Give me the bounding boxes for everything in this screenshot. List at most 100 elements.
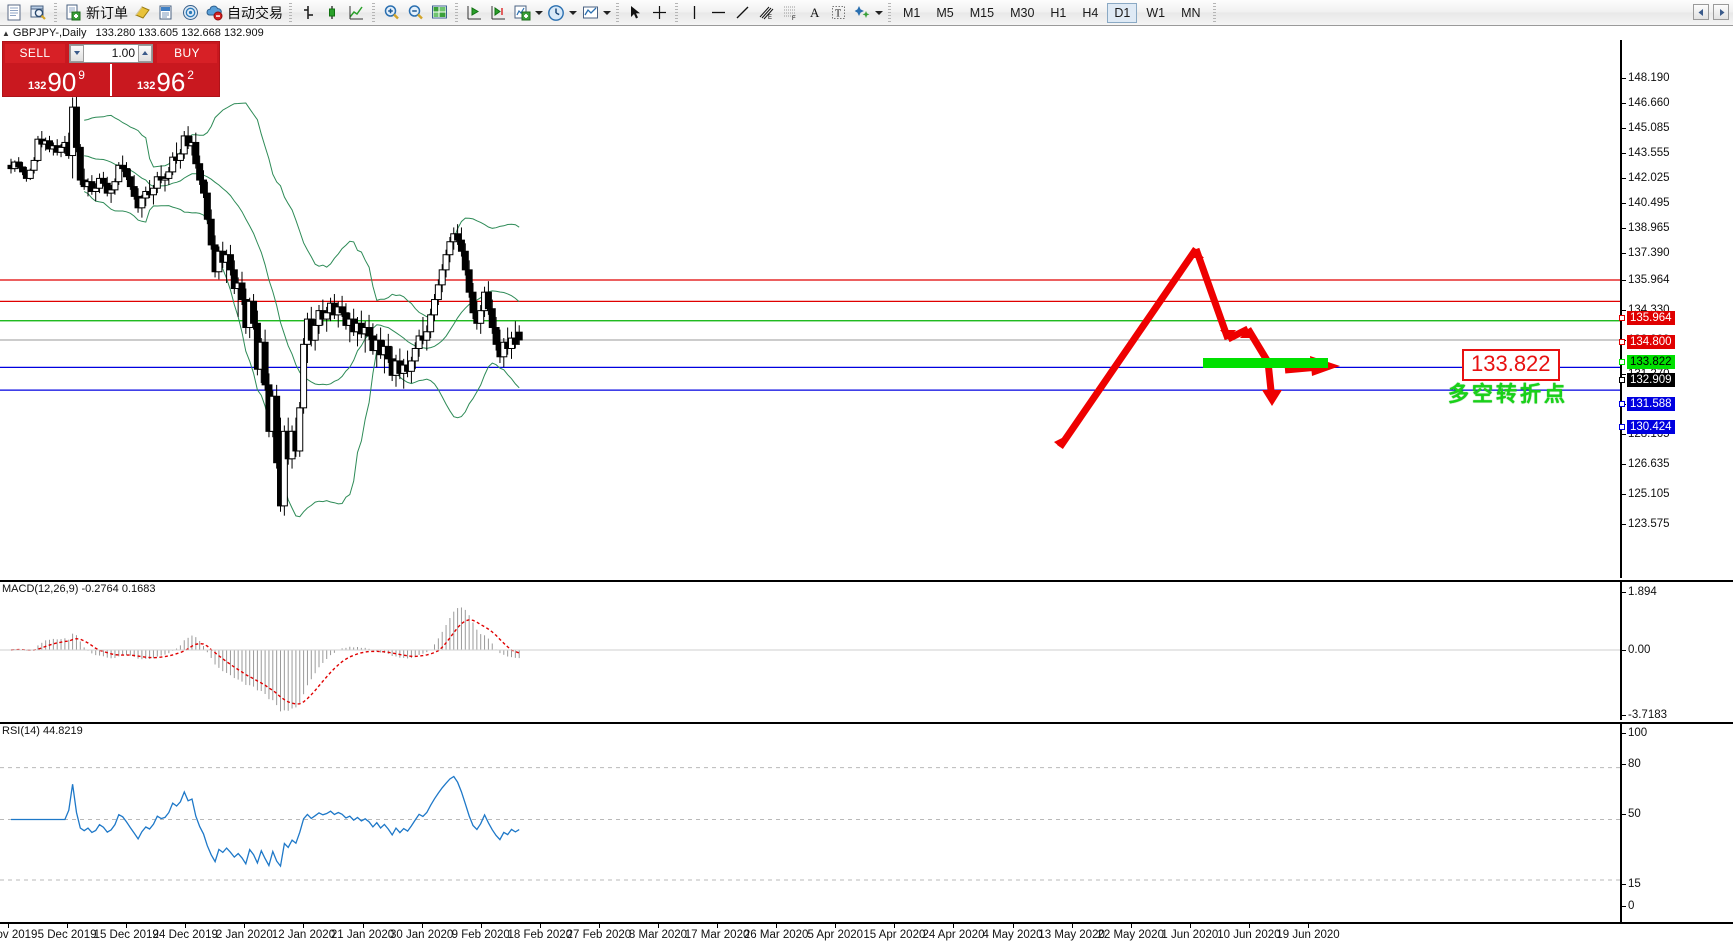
candlestick	[280, 425, 288, 516]
timeframe-mn[interactable]: MN	[1181, 5, 1201, 20]
price-level-badge[interactable]: 134.800	[1627, 335, 1675, 349]
experts-icon[interactable]	[131, 2, 153, 24]
macd-axis[interactable]: 1.894 0.00 -3.7183	[1620, 582, 1733, 721]
timeframe-d1[interactable]: D1	[1107, 2, 1138, 23]
market-watch-icon[interactable]	[27, 2, 49, 24]
candlestick	[431, 294, 438, 322]
macd-plot-area[interactable]	[0, 582, 1620, 720]
candlestick	[46, 135, 53, 153]
line-chart-icon[interactable]	[345, 2, 367, 24]
candlestick-chart-icon[interactable]	[321, 2, 343, 24]
trade-prices-row: 132 90 9 132 96 2	[3, 64, 219, 96]
volume-decrement-button[interactable]	[70, 44, 84, 62]
text-label-icon[interactable]: T	[827, 2, 849, 24]
candlestick	[130, 175, 138, 200]
timeframe-h4[interactable]: H4	[1082, 5, 1099, 20]
price-level-badge[interactable]: 131.588	[1627, 397, 1675, 411]
data-window-icon[interactable]	[155, 2, 177, 24]
volume-input[interactable]: 1.00	[69, 43, 153, 63]
main-toolbar: 新订单 自动交易	[0, 0, 1733, 26]
buy-price-big: 96	[156, 67, 186, 97]
price-level-handle[interactable]	[1619, 339, 1625, 345]
rsi-axis[interactable]: 100 80 50 15 0	[1620, 724, 1733, 922]
sell-price[interactable]: 132 90 9	[3, 64, 110, 96]
timeframe-h1[interactable]: H1	[1050, 5, 1067, 20]
fibonacci-icon[interactable]: F	[779, 2, 801, 24]
price-level-handle[interactable]	[1619, 315, 1625, 321]
volume-value[interactable]: 1.00	[111, 46, 135, 60]
candlestick	[92, 183, 100, 202]
buy-price[interactable]: 132 96 2	[110, 64, 219, 96]
rsi-line	[11, 775, 520, 868]
toolbar-separator	[888, 2, 891, 23]
chevron-down-icon[interactable]	[602, 2, 612, 24]
vertical-line-icon[interactable]	[683, 2, 705, 24]
price-level-badge[interactable]: 135.964	[1627, 311, 1675, 325]
price-level-handle[interactable]	[1619, 359, 1625, 365]
price-level-badge[interactable]: 130.424	[1627, 420, 1675, 434]
time-tick-mark	[480, 924, 482, 928]
templates-icon[interactable]	[579, 2, 601, 24]
sell-button[interactable]: SELL	[5, 43, 65, 63]
price-level-badge[interactable]: 132.909	[1627, 373, 1675, 387]
price-level-handle[interactable]	[1619, 424, 1625, 430]
macd-tick-mark	[1622, 592, 1626, 593]
buy-button[interactable]: BUY	[157, 43, 217, 63]
auto-scroll-icon[interactable]	[463, 2, 485, 24]
shapes-icon[interactable]	[851, 2, 873, 24]
tile-windows-icon[interactable]	[428, 2, 450, 24]
candlestick	[250, 294, 258, 330]
horizontal-line-icon[interactable]	[707, 2, 729, 24]
timeframe-w1[interactable]: W1	[1146, 5, 1166, 20]
one-click-trading-panel: SELL 1.00 BUY 132 90 9 132 96 2	[2, 41, 220, 97]
timeframe-m1[interactable]: M1	[903, 5, 921, 20]
autotrading-label[interactable]: 自动交易	[227, 4, 283, 21]
chevron-down-icon[interactable]	[874, 2, 884, 24]
new-order-icon[interactable]	[62, 2, 84, 24]
price-tick: 135.964	[1628, 274, 1670, 286]
symbol-label: GBPJPY-,Daily	[12, 27, 87, 39]
collapse-triangle-icon[interactable]: ▲	[2, 28, 10, 38]
zoom-out-icon[interactable]	[404, 2, 426, 24]
candlestick	[454, 224, 462, 245]
timeframe-m15[interactable]: M15	[969, 5, 995, 20]
cursor-icon[interactable]	[624, 2, 646, 24]
indicators-icon[interactable]	[511, 2, 533, 24]
equidistant-channel-icon[interactable]: E	[755, 2, 777, 24]
crosshair-icon[interactable]	[648, 2, 670, 24]
time-tick-label: 5 Dec 2019	[37, 929, 97, 941]
price-level-handle[interactable]	[1619, 401, 1625, 407]
rsi-tick: 15	[1628, 878, 1641, 890]
price-axis[interactable]: 148.190 146.660 145.085 143.555 142.025 140.4…	[1619, 40, 1733, 578]
candlestick	[457, 227, 465, 257]
time-tick-label: 4 May 2020	[982, 929, 1043, 941]
price-level-handle[interactable]	[1619, 377, 1625, 383]
new-chart-icon[interactable]	[3, 2, 25, 24]
candlestick	[72, 94, 80, 153]
candlestick	[511, 321, 519, 349]
text-icon[interactable]: A	[803, 2, 825, 24]
chevron-down-icon[interactable]	[568, 2, 578, 24]
time-tick-mark	[1189, 924, 1191, 928]
price-level-badge[interactable]: 133.822	[1627, 355, 1675, 369]
scroll-right-button[interactable]	[1713, 4, 1729, 20]
new-order-label[interactable]: 新订单	[86, 4, 128, 21]
price-plot-area[interactable]	[0, 40, 1620, 578]
chevron-down-icon[interactable]	[534, 2, 544, 24]
trendline-icon[interactable]	[731, 2, 753, 24]
autotrading-icon[interactable]	[203, 2, 225, 24]
candlestick	[203, 181, 211, 225]
scroll-left-button[interactable]	[1693, 4, 1709, 20]
rsi-plot-area[interactable]	[0, 724, 1620, 922]
time-tick-label: 24 Apr 2020	[922, 929, 985, 941]
bar-chart-icon[interactable]	[297, 2, 319, 24]
timeframe-m5[interactable]: M5	[936, 5, 954, 20]
chart-shift-icon[interactable]	[487, 2, 509, 24]
zoom-in-icon[interactable]	[380, 2, 402, 24]
volume-increment-button[interactable]	[138, 44, 152, 62]
candlestick	[15, 157, 23, 169]
periods-icon[interactable]	[545, 2, 567, 24]
signals-icon[interactable]	[179, 2, 201, 24]
timeframe-m30[interactable]: M30	[1010, 5, 1035, 20]
